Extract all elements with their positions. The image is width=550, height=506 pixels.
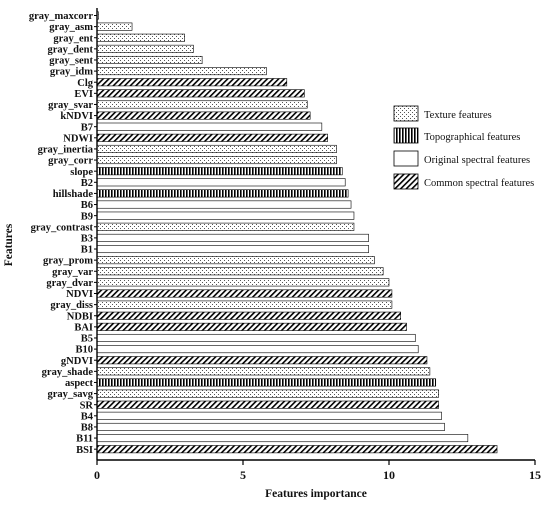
category-label-gray_ent: gray_ent [53,33,93,44]
category-label-kNDVI: kNDVI [60,111,93,122]
category-label-B2: B2 [81,178,93,189]
bar-gray_asm [96,22,133,31]
bar-B4 [96,411,442,420]
legend-swatch-common [393,173,419,190]
category-label-gray_corr: gray_corr [48,156,93,167]
legend-label-original: Original spectral features [424,155,530,166]
category-label-aspect: aspect [65,378,93,389]
category-label-gray_idm: gray_idm [50,67,93,78]
category-label-B6: B6 [81,200,93,211]
category-label-B9: B9 [81,211,93,222]
category-label-gray_asm: gray_asm [49,22,93,33]
bar-EVI [96,89,305,98]
category-label-gray_savg: gray_savg [48,389,94,400]
category-label-B10: B10 [75,345,93,356]
bar-Clg [96,78,288,87]
bar-B5 [96,333,416,342]
category-label-Clg: Clg [77,78,94,89]
category-label-NDVI: NDVI [66,289,93,300]
category-label-B5: B5 [81,334,93,345]
legend-label-topo: Topographical features [424,132,520,143]
bar-B8 [96,422,445,431]
bar-B3 [96,233,369,242]
category-label-gray_maxcorr: gray_maxcorr [29,11,93,22]
legend: Texture features Topographical features … [393,105,534,190]
category-label-slope: slope [70,167,93,178]
category-label-B7: B7 [81,122,93,133]
bar-gray_savg [96,389,439,398]
bar-SR [96,400,439,409]
x-tick-label: 0 [94,468,100,482]
category-label-gray_diss: gray_diss [50,300,93,311]
bar-NDVI [96,289,393,298]
category-label-gNDVI: gNDVI [61,356,93,367]
bar-B6 [96,200,352,209]
category-label-hillshade: hillshade [53,189,94,200]
bar-gray_ent [96,33,185,42]
bar-B7 [96,122,323,131]
category-label-BSI: BSI [76,445,93,456]
category-label-gray_dvar: gray_dvar [46,278,93,289]
bars-layer [96,11,498,454]
x-tick-label: 5 [240,468,246,482]
legend-swatch-original [393,150,419,167]
x-tick-label: 10 [383,468,395,482]
bar-gray_dvar [96,278,390,287]
bar-gray_dent [96,44,194,53]
bar-gray_prom [96,256,375,265]
category-label-gray_inertia: gray_inertia [38,145,94,156]
bar-B11 [96,434,469,443]
bar-gray_shade [96,367,431,376]
x-axis-title: Features importance [265,488,367,500]
bar-gray_contrast [96,222,355,231]
bar-hillshade [96,189,349,198]
category-label-gray_prom: gray_prom [43,256,93,267]
legend-swatch-texture [393,105,419,122]
bar-B9 [96,211,355,220]
bar-gray_diss [96,300,393,309]
legend-label-common: Common spectral features [424,178,534,189]
category-label-gray_svar: gray_svar [48,100,93,111]
legend-label-texture: Texture features [424,110,492,121]
category-label-SR: SR [80,400,94,411]
category-label-NDBI: NDBI [67,311,93,322]
bar-gray_idm [96,67,267,76]
bar-gray_inertia [96,144,337,153]
bar-gray_sent [96,55,203,64]
bar-NDBI [96,311,401,320]
bar-gray_var [96,267,384,276]
bar-BSI [96,445,498,454]
bar-gray_svar [96,100,308,109]
x-ticks: 0 5 10 15 [94,460,541,482]
category-label-EVI: EVI [74,89,93,100]
category-label-gray_dent: gray_dent [48,44,94,55]
category-label-gray_var: gray_var [52,267,93,278]
bar-B2 [96,178,346,187]
bar-aspect [96,378,437,387]
bar-B10 [96,345,419,354]
category-label-B11: B11 [76,434,93,445]
category-label-gray_sent: gray_sent [49,56,93,67]
bar-gray_corr [96,156,337,165]
category-label-NDWI: NDWI [63,133,93,144]
category-label-B4: B4 [81,411,94,422]
category-label-gray_shade: gray_shade [42,367,94,378]
bar-slope [96,167,343,176]
category-label-gray_contrast: gray_contrast [31,222,94,233]
category-labels: gray_maxcorrgray_asmgray_entgray_dentgra… [29,11,97,456]
bar-NDWI [96,133,328,142]
legend-swatch-topo [393,127,419,144]
category-label-BAI: BAI [74,322,93,333]
bar-B1 [96,245,369,254]
category-label-B8: B8 [81,423,93,434]
x-tick-label: 15 [529,468,541,482]
category-label-B1: B1 [81,245,93,256]
bar-BAI [96,322,407,331]
bar-gNDVI [96,356,428,365]
category-label-B3: B3 [81,234,93,245]
y-axis-title: Features [3,223,15,266]
bar-kNDVI [96,111,311,120]
